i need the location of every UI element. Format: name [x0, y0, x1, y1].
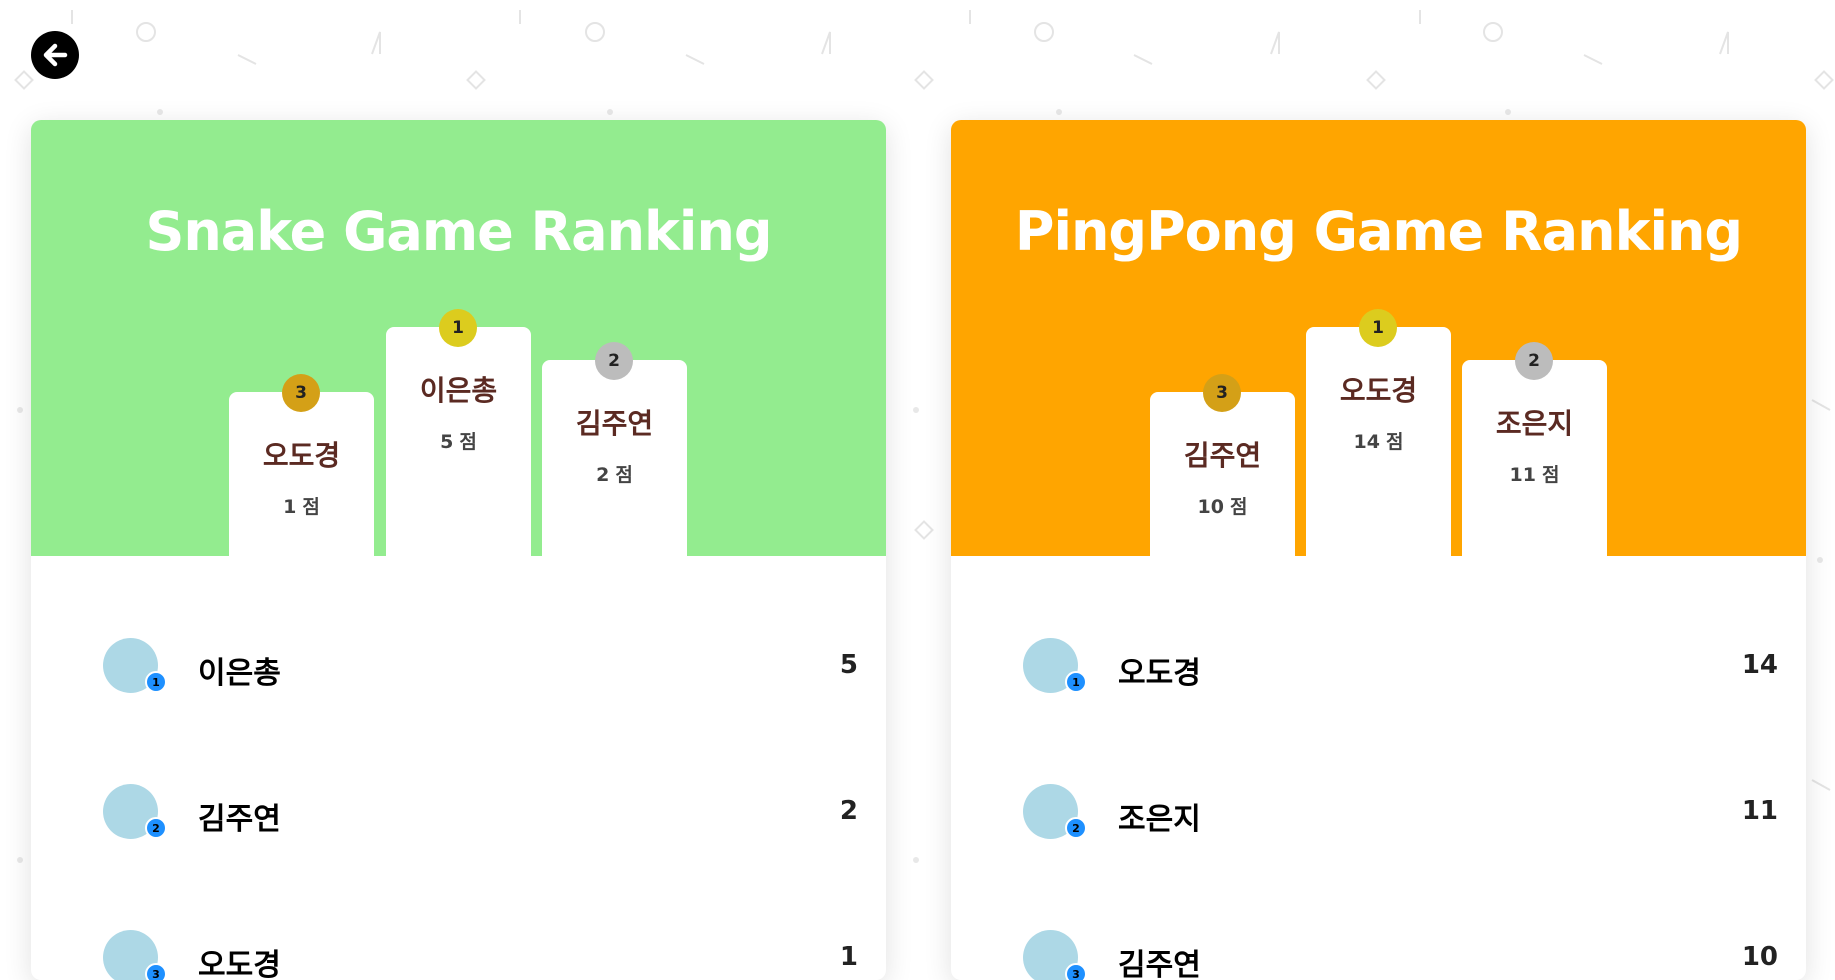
- player-name: 오도경: [198, 948, 281, 980]
- ranking-row: 2 조은지 11: [951, 784, 1806, 864]
- pingpong-ranking-panel: PingPong Game Ranking 3 김주연 10 점 1 오도경 14…: [951, 120, 1806, 980]
- podium-player-name: 이은총: [419, 374, 498, 407]
- podium-player-name: 오도경: [1339, 374, 1418, 407]
- ranking-row: 1 이은총 5: [31, 638, 886, 718]
- ranking-row: 2 김주연 2: [31, 784, 886, 864]
- rank-indicator: 3: [1065, 963, 1087, 980]
- podium-player-name: 조은지: [1495, 407, 1574, 440]
- ranking-row: 1 오도경 14: [951, 638, 1806, 718]
- score-unit: 점: [459, 431, 477, 453]
- player-name: 이은총: [198, 656, 281, 691]
- rank-badge-1: 1: [1359, 309, 1397, 347]
- score-unit: 점: [615, 464, 633, 486]
- snake-ranking-title: Snake Game Ranking: [145, 200, 772, 263]
- ranking-row: 3 김주연 10: [951, 930, 1806, 980]
- score-unit: 점: [1385, 431, 1404, 453]
- rank-indicator: 1: [1065, 671, 1087, 693]
- podium-player-score: 10 점: [1150, 492, 1295, 519]
- rank-indicator: 2: [145, 817, 167, 839]
- podium-third: 3 김주연 10 점: [1150, 374, 1295, 556]
- back-button[interactable]: [31, 31, 79, 79]
- player-score: 5: [839, 650, 858, 680]
- rank-badge-3: 3: [282, 374, 320, 412]
- score-unit: 점: [1229, 496, 1248, 518]
- player-name: 김주연: [198, 802, 281, 837]
- podium-player-score: 11 점: [1462, 460, 1607, 487]
- pingpong-ranking-header: PingPong Game Ranking 3 김주연 10 점 1 오도경 14…: [951, 120, 1806, 556]
- podium-score-value: 1: [283, 496, 297, 518]
- rank-badge-2: 2: [1515, 342, 1553, 380]
- podium-player-name: 김주연: [575, 407, 654, 440]
- score-unit: 점: [1541, 464, 1560, 486]
- ranking-row: 3 오도경 1: [31, 930, 886, 980]
- podium-second: 2 조은지 11 점: [1462, 342, 1607, 556]
- podium-score-value: 14: [1353, 431, 1380, 453]
- player-score: 10: [1741, 942, 1778, 972]
- podium-player-name: 오도경: [262, 439, 341, 472]
- rank-badge-2: 2: [595, 342, 633, 380]
- podium-score-value: 5: [440, 431, 454, 453]
- rank-badge-1: 1: [439, 309, 477, 347]
- player-score: 1: [839, 942, 858, 972]
- player-name: 오도경: [1118, 656, 1201, 691]
- podium-player-name: 김주연: [1183, 439, 1262, 472]
- player-score: 11: [1741, 796, 1778, 826]
- arrow-left-icon: [43, 43, 68, 67]
- player-score: 14: [1741, 650, 1778, 680]
- player-score: 2: [839, 796, 858, 826]
- podium-score-value: 11: [1509, 464, 1536, 486]
- pingpong-ranking-title: PingPong Game Ranking: [1014, 200, 1743, 263]
- rank-indicator: 2: [1065, 817, 1087, 839]
- rank-indicator: 1: [145, 671, 167, 693]
- rank-indicator: 3: [145, 963, 167, 980]
- podium-player-score: 14 점: [1306, 427, 1451, 454]
- podium-score-value: 2: [596, 464, 610, 486]
- player-name: 김주연: [1118, 948, 1201, 980]
- rank-badge-3: 3: [1203, 374, 1241, 412]
- score-unit: 점: [302, 496, 320, 518]
- player-name: 조은지: [1118, 802, 1201, 837]
- podium-first: 1 오도경 14 점: [1306, 309, 1451, 556]
- podium-score-value: 10: [1197, 496, 1224, 518]
